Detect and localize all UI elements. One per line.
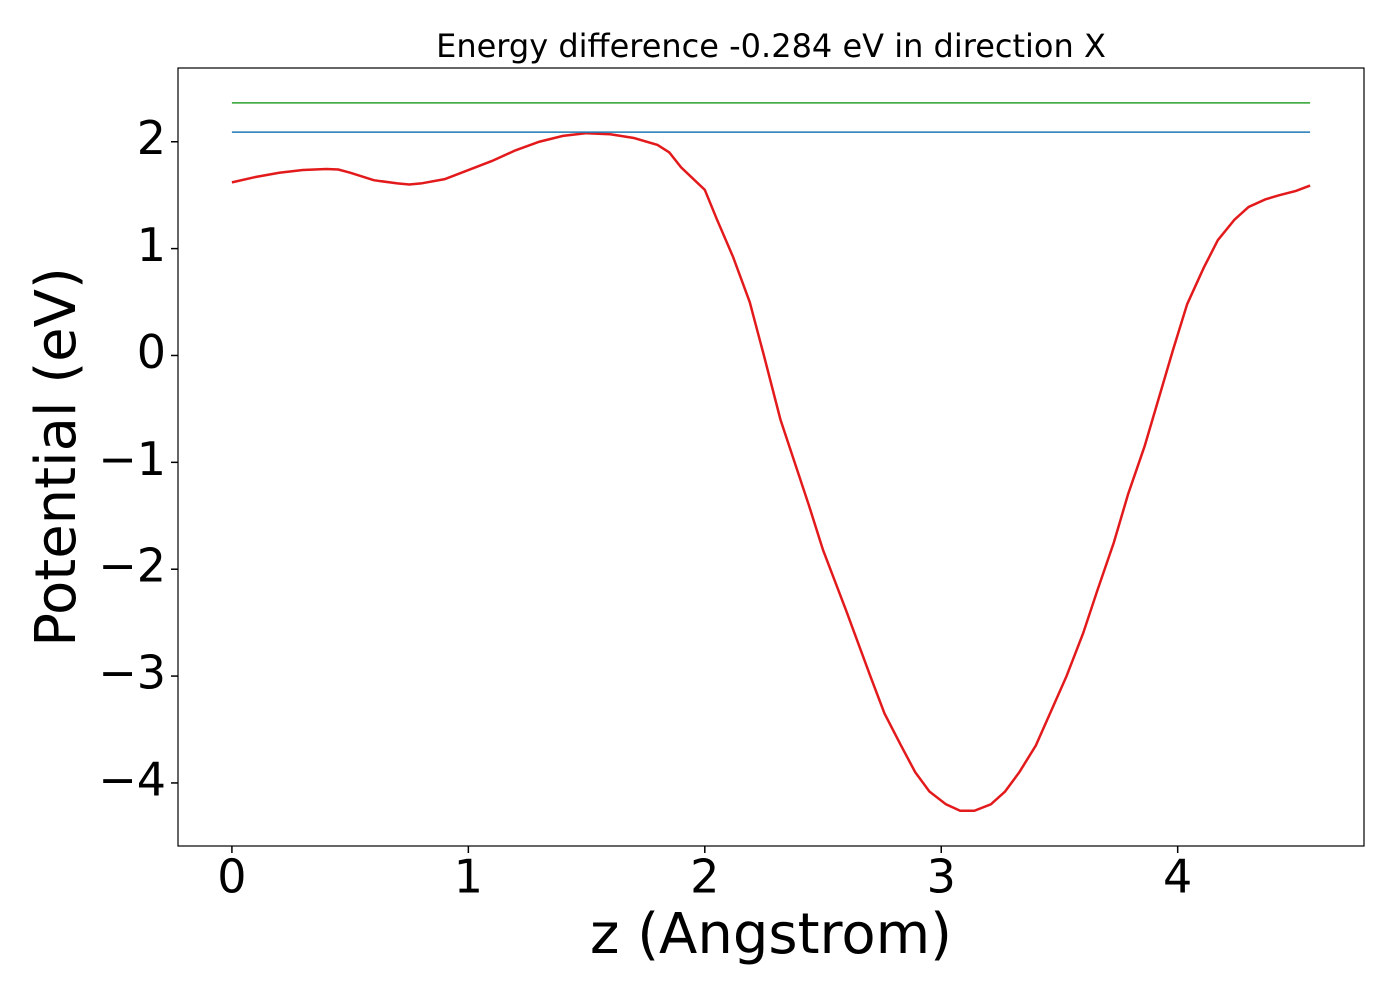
y-tick-label: −1 [98, 432, 166, 486]
y-tick-label: 2 [137, 111, 166, 165]
y-axis-label: Potential (eV) [24, 267, 89, 647]
x-tick-label: 1 [454, 850, 483, 904]
chart-title: Energy difference -0.284 eV in direction… [436, 27, 1106, 65]
y-tick-label: −3 [98, 646, 166, 700]
y-tick-label: 1 [137, 218, 166, 272]
x-tick-label: 0 [217, 850, 246, 904]
y-tick-label: −2 [98, 539, 166, 593]
y-tick-label: −4 [98, 752, 166, 806]
x-tick-label: 3 [927, 850, 956, 904]
y-tick-label: 0 [137, 325, 166, 379]
x-tick-label: 2 [690, 850, 719, 904]
plot-frame [177, 67, 1365, 847]
series-line [231, 131, 1311, 812]
x-axis-label: z (Angstrom) [590, 902, 952, 967]
x-tick-label: 4 [1163, 850, 1192, 904]
